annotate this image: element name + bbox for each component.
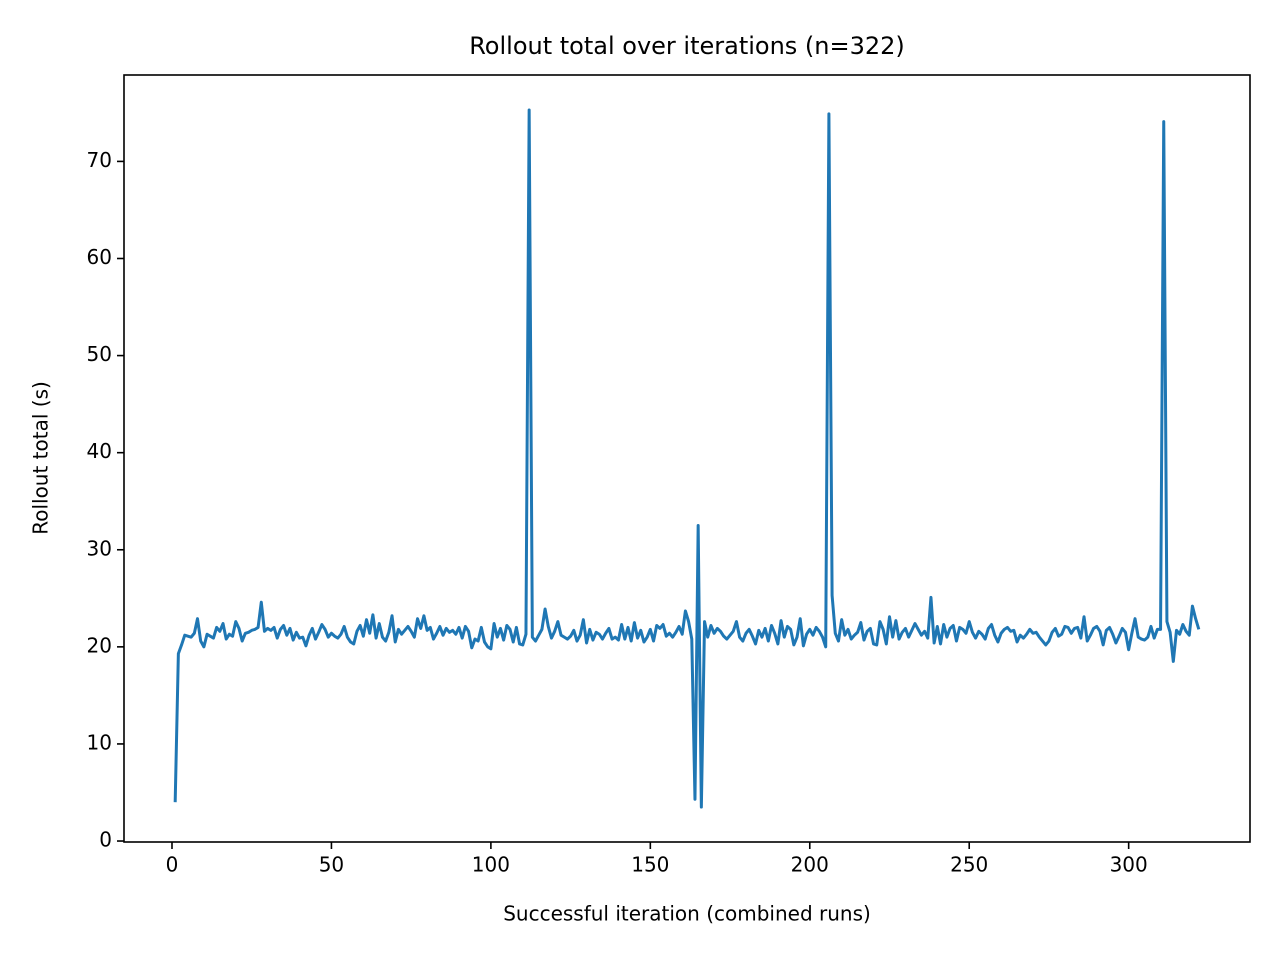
- x-tick-label: 250: [950, 853, 988, 877]
- x-tick-label: 150: [631, 853, 669, 877]
- chart-title: Rollout total over iterations (n=322): [469, 32, 905, 60]
- y-tick-label: 10: [87, 730, 112, 754]
- y-tick-label: 0: [99, 828, 112, 852]
- x-tick-label: 50: [319, 853, 344, 877]
- y-tick-label: 30: [87, 536, 112, 560]
- x-tick-label: 0: [166, 853, 179, 877]
- x-tick-label: 100: [472, 853, 510, 877]
- x-axis-label: Successful iteration (combined runs): [503, 902, 871, 926]
- y-tick-label: 50: [87, 342, 112, 366]
- y-tick-label: 70: [87, 148, 112, 172]
- y-axis-label: Rollout total (s): [29, 381, 53, 535]
- y-tick-label: 40: [87, 439, 112, 463]
- x-tick-label: 200: [791, 853, 829, 877]
- x-tick-label: 300: [1110, 853, 1148, 877]
- data-line: [173, 108, 1201, 809]
- y-tick-label: 20: [87, 633, 112, 657]
- plot-frame: [123, 74, 1251, 843]
- y-tick-label: 60: [87, 245, 112, 269]
